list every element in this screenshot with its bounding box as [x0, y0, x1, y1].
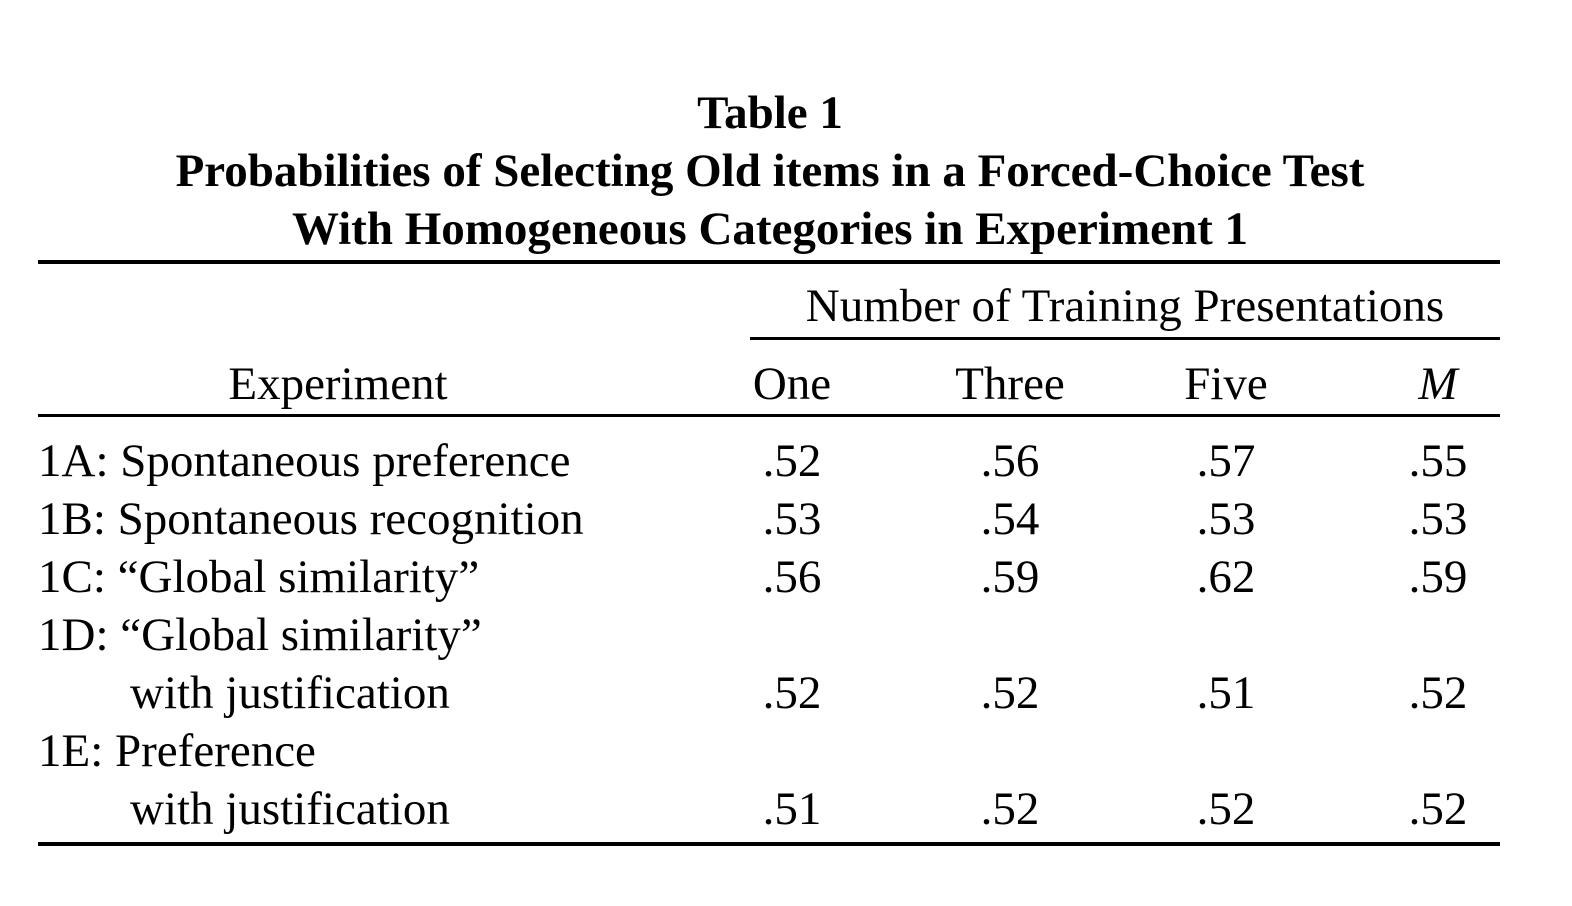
cell-1e-three: .52 — [980, 783, 1040, 835]
bottom-rule — [38, 842, 1500, 846]
cell-1d-mean: .52 — [1408, 667, 1468, 719]
spanner-header: Number of Training Presentations — [805, 280, 1445, 332]
column-header-one: One — [752, 358, 832, 410]
cell-1a-one: .52 — [762, 435, 822, 487]
cell-1d-five: .51 — [1196, 667, 1256, 719]
row-label-1d-continued: with justification — [130, 667, 450, 719]
table-caption: Table 1 Probabilities of Selecting Old i… — [0, 84, 1540, 258]
row-label-1a: 1A: Spontaneous preference — [38, 435, 571, 487]
cell-1e-one: .51 — [762, 783, 822, 835]
cell-1a-five: .57 — [1196, 435, 1256, 487]
cell-1b-three: .54 — [980, 493, 1040, 545]
cell-1b-mean: .53 — [1408, 493, 1468, 545]
cell-1c-three: .59 — [980, 551, 1040, 603]
top-rule — [38, 260, 1500, 264]
row-label-1c: 1C: “Global similarity” — [38, 551, 480, 603]
cell-1a-three: .56 — [980, 435, 1040, 487]
cell-1c-five: .62 — [1196, 551, 1256, 603]
table-number: Table 1 — [697, 87, 843, 139]
cell-1d-three: .52 — [980, 667, 1040, 719]
cell-1e-mean: .52 — [1408, 783, 1468, 835]
cell-1a-mean: .55 — [1408, 435, 1468, 487]
cell-1d-one: .52 — [762, 667, 822, 719]
row-label-1b: 1B: Spontaneous recognition — [38, 493, 584, 545]
cell-1c-mean: .59 — [1408, 551, 1468, 603]
row-label-1d: 1D: “Global similarity” — [38, 609, 482, 661]
cell-1b-one: .53 — [762, 493, 822, 545]
header-rule — [38, 414, 1500, 417]
column-header-mean: M — [1418, 358, 1458, 410]
spanner-rule — [750, 337, 1500, 340]
column-header-three: Three — [955, 358, 1065, 410]
row-header: Experiment — [228, 358, 448, 410]
table-title-line-2: With Homogeneous Categories in Experimen… — [291, 203, 1249, 255]
row-label-1e: 1E: Preference — [38, 725, 316, 777]
cell-1b-five: .53 — [1196, 493, 1256, 545]
table-title-line-1: Probabilities of Selecting Old items in … — [175, 145, 1365, 197]
row-label-1e-continued: with justification — [130, 783, 450, 835]
cell-1c-one: .56 — [762, 551, 822, 603]
cell-1e-five: .52 — [1196, 783, 1256, 835]
column-header-five: Five — [1184, 358, 1268, 410]
